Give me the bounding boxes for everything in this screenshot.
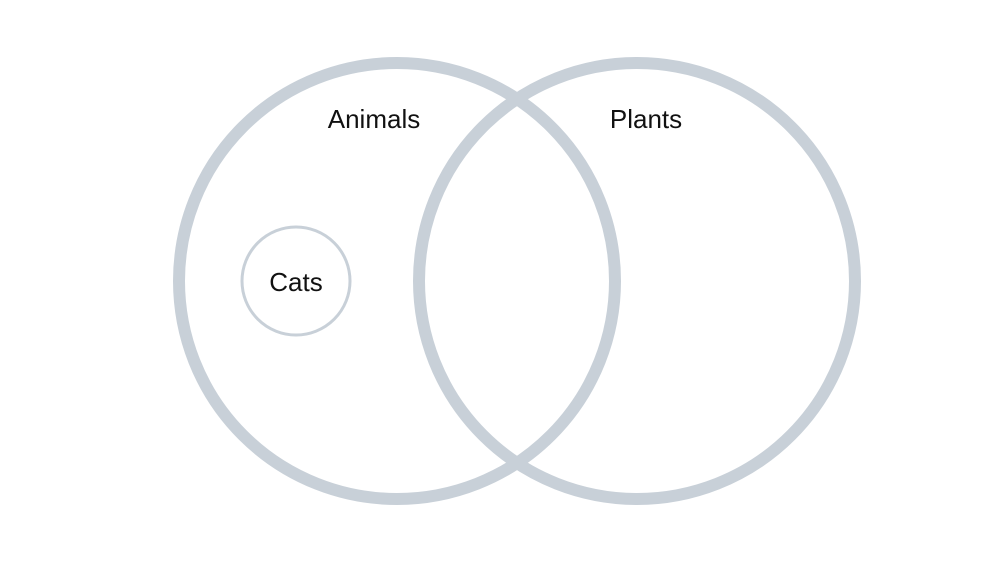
cats-circle bbox=[240, 225, 352, 337]
animals-circle bbox=[173, 57, 621, 505]
plants-circle bbox=[413, 57, 861, 505]
animals-label: Animals bbox=[328, 104, 420, 134]
plants-label: Plants bbox=[610, 104, 682, 134]
cats-label: Cats bbox=[269, 267, 322, 297]
